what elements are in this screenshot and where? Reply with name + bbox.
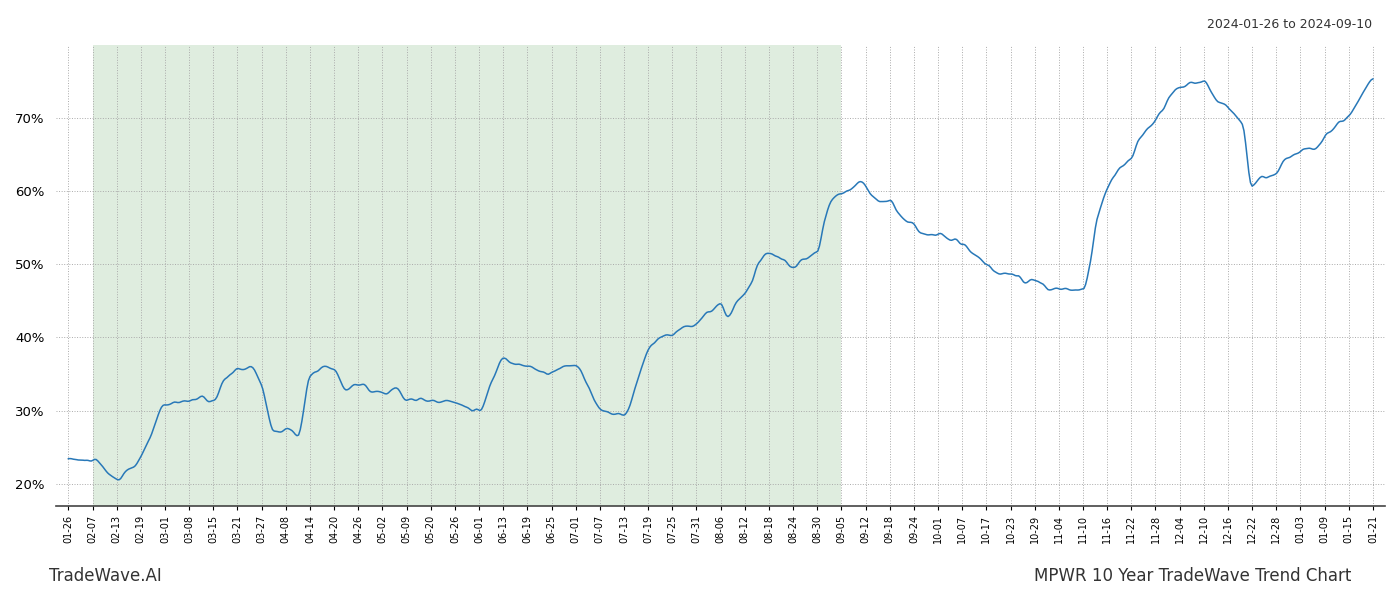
Text: MPWR 10 Year TradeWave Trend Chart: MPWR 10 Year TradeWave Trend Chart bbox=[1033, 567, 1351, 585]
Text: 2024-01-26 to 2024-09-10: 2024-01-26 to 2024-09-10 bbox=[1207, 18, 1372, 31]
Bar bbox=[92, 45, 841, 506]
Text: TradeWave.AI: TradeWave.AI bbox=[49, 567, 162, 585]
